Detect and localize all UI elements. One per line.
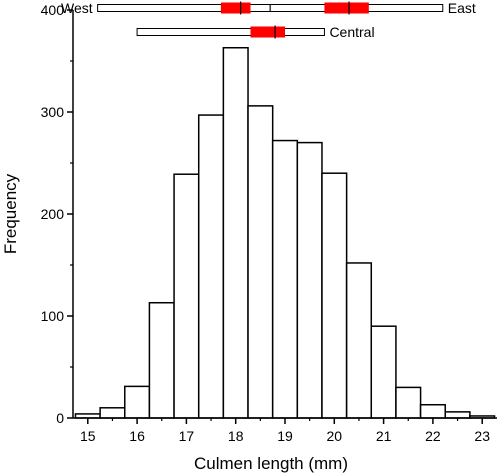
histogram-bar-6 [197, 114, 225, 419]
x-tick-label-4: 19 [277, 428, 293, 444]
histogram-bar-7 [222, 46, 249, 419]
boxplot-insets: West East Central [61, 0, 476, 40]
x-tick-label-7: 22 [425, 428, 441, 444]
x-tick-label-1: 16 [129, 428, 145, 444]
histogram-bar-9 [271, 139, 299, 419]
y-tick-label-4: 400 [41, 2, 65, 18]
histogram-bar-13 [370, 325, 397, 419]
y-tick-label-0: 0 [56, 410, 64, 426]
histogram-bar-8 [247, 105, 274, 419]
boxplot-label-east: East [448, 0, 476, 16]
boxplot-label-central: Central [329, 24, 374, 40]
bars-group [74, 46, 496, 419]
histogram-bar-16 [444, 411, 471, 419]
x-tick-label-0: 15 [80, 428, 96, 444]
histogram-bar-15 [419, 403, 446, 419]
x-tick-label-6: 21 [376, 428, 392, 444]
x-tick-label-8: 23 [474, 428, 490, 444]
y-axis-title: Frequency [1, 173, 20, 254]
x-axis-title: Culmen length (mm) [194, 454, 348, 473]
histogram-bar-3 [124, 385, 151, 419]
boxplot-label-west: West [61, 0, 93, 16]
histogram-bar-5 [173, 173, 200, 419]
histogram-bar-2 [99, 407, 126, 419]
y-tick-label-3: 300 [41, 104, 65, 120]
histogram-bar-14 [395, 386, 422, 419]
histogram-bar-10 [296, 141, 323, 419]
axes-group: 0 100 200 300 400 15 16 17 18 19 20 21 22 23 [41, 2, 497, 444]
boxplot-box-east [324, 2, 369, 14]
x-tick-label-3: 18 [228, 428, 244, 444]
histogram-bar-12 [345, 262, 373, 419]
x-tick-label-2: 17 [179, 428, 195, 444]
boxplot-box-central [250, 26, 285, 38]
histogram-bar-11 [321, 172, 348, 419]
boxplot-whisker-central [136, 28, 325, 36]
y-tick-label-1: 100 [41, 308, 65, 324]
x-tick-label-5: 20 [327, 428, 343, 444]
histogram-bar-4 [148, 301, 175, 419]
y-tick-label-2: 200 [41, 206, 65, 222]
boxplot-box-west [220, 2, 251, 14]
